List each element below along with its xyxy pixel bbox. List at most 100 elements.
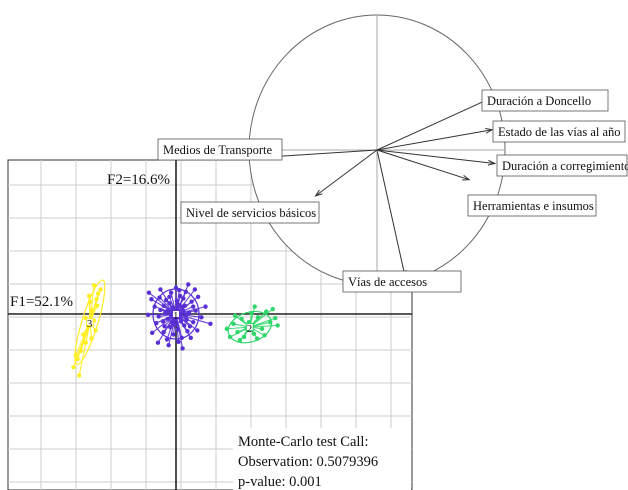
variable-arrow	[376, 149, 495, 164]
data-point	[270, 306, 275, 312]
data-point	[167, 301, 172, 306]
data-point	[268, 320, 273, 325]
f1-axis-label: F1=52.1%	[10, 294, 73, 310]
data-point	[259, 326, 265, 331]
group-spoke	[249, 317, 276, 328]
variable-label-box	[157, 138, 283, 161]
group-spoke	[78, 322, 91, 376]
data-point	[181, 308, 186, 313]
data-point	[174, 298, 180, 304]
variable-arrow	[376, 149, 470, 181]
data-point	[178, 319, 184, 324]
data-point	[162, 324, 167, 329]
data-point	[173, 285, 179, 290]
data-point	[90, 307, 95, 313]
data-point	[182, 323, 187, 328]
data-point	[199, 315, 204, 320]
data-point	[191, 304, 196, 309]
data-point	[91, 283, 97, 288]
data-point	[157, 295, 162, 300]
group-center-2	[245, 323, 254, 332]
data-point	[189, 299, 194, 304]
data-point	[87, 299, 93, 304]
data-point	[241, 334, 247, 340]
data-point	[184, 317, 189, 322]
data-point	[75, 356, 80, 362]
data-point	[81, 332, 86, 337]
data-point	[98, 287, 103, 292]
data-point	[171, 332, 176, 337]
data-point	[193, 308, 198, 313]
data-point	[183, 289, 189, 295]
data-point	[94, 297, 99, 302]
data-point	[275, 323, 280, 328]
data-point	[158, 287, 163, 292]
correlation-circle: Duración a Doncello Estado de las vías al…	[157, 14, 628, 293]
data-point	[166, 342, 171, 348]
arrow-head	[485, 128, 494, 134]
data-point	[224, 326, 230, 331]
group-center-3	[85, 318, 94, 327]
data-point	[235, 329, 240, 335]
data-point	[169, 320, 175, 325]
data-point	[175, 327, 180, 332]
data-point	[177, 293, 183, 299]
variable-label-box	[492, 120, 626, 143]
data-point	[165, 308, 170, 313]
data-point	[160, 319, 166, 324]
group-spoke	[175, 313, 211, 325]
data-point	[183, 313, 189, 318]
variable-arrow	[272, 149, 378, 158]
data-point	[150, 330, 155, 336]
data-point	[181, 296, 186, 301]
arrow-head	[314, 189, 323, 197]
data-point	[188, 335, 193, 340]
variable-label-box	[496, 154, 628, 177]
variable-arrow	[376, 98, 490, 151]
data-point	[161, 329, 166, 335]
group-center-1	[172, 310, 180, 318]
group-ellipse-3	[74, 279, 106, 365]
data-point	[77, 373, 82, 378]
variable-arrows: Duración a Doncello Estado de las vías al…	[157, 89, 628, 293]
variable-label: Estado de las vías al año	[498, 125, 621, 139]
data-point	[227, 334, 233, 340]
data-point	[255, 315, 261, 320]
data-point	[232, 313, 238, 318]
monte-carlo-test: Monte-Carlo test Call: Observation: 0.50…	[233, 428, 411, 490]
monte-carlo-test-background	[233, 428, 411, 490]
variable-arrow	[315, 149, 378, 197]
data-point	[155, 340, 161, 345]
variable-label: Duración a Doncello	[487, 94, 591, 108]
data-point	[165, 316, 170, 322]
data-point	[186, 310, 192, 316]
data-point	[273, 315, 278, 321]
data-point	[158, 307, 163, 313]
data-point	[146, 290, 152, 295]
data-point	[161, 303, 166, 308]
variable-label-box	[467, 194, 597, 217]
data-point	[176, 339, 181, 345]
data-point	[191, 320, 196, 325]
data-point	[249, 310, 254, 316]
variable-arrow	[376, 149, 406, 278]
data-point	[168, 290, 174, 295]
data-point	[89, 336, 94, 341]
variable-label: Duración a corregimientos	[502, 159, 628, 173]
data-point	[239, 316, 244, 322]
data-point	[208, 321, 213, 327]
data-point	[149, 297, 154, 302]
data-point	[203, 304, 208, 309]
data-point	[179, 304, 184, 309]
data-point	[86, 293, 92, 299]
data-point	[168, 324, 173, 330]
monte-carlo-pvalue: p-value: 0.001	[238, 474, 322, 490]
data-point	[185, 329, 190, 334]
data-point	[170, 305, 175, 310]
variable-label-box	[481, 89, 609, 112]
monte-carlo-title: Monte-Carlo test Call:	[238, 434, 368, 450]
data-point	[164, 337, 170, 342]
data-point	[73, 352, 79, 358]
data-point	[180, 346, 185, 351]
data-point	[264, 309, 269, 314]
